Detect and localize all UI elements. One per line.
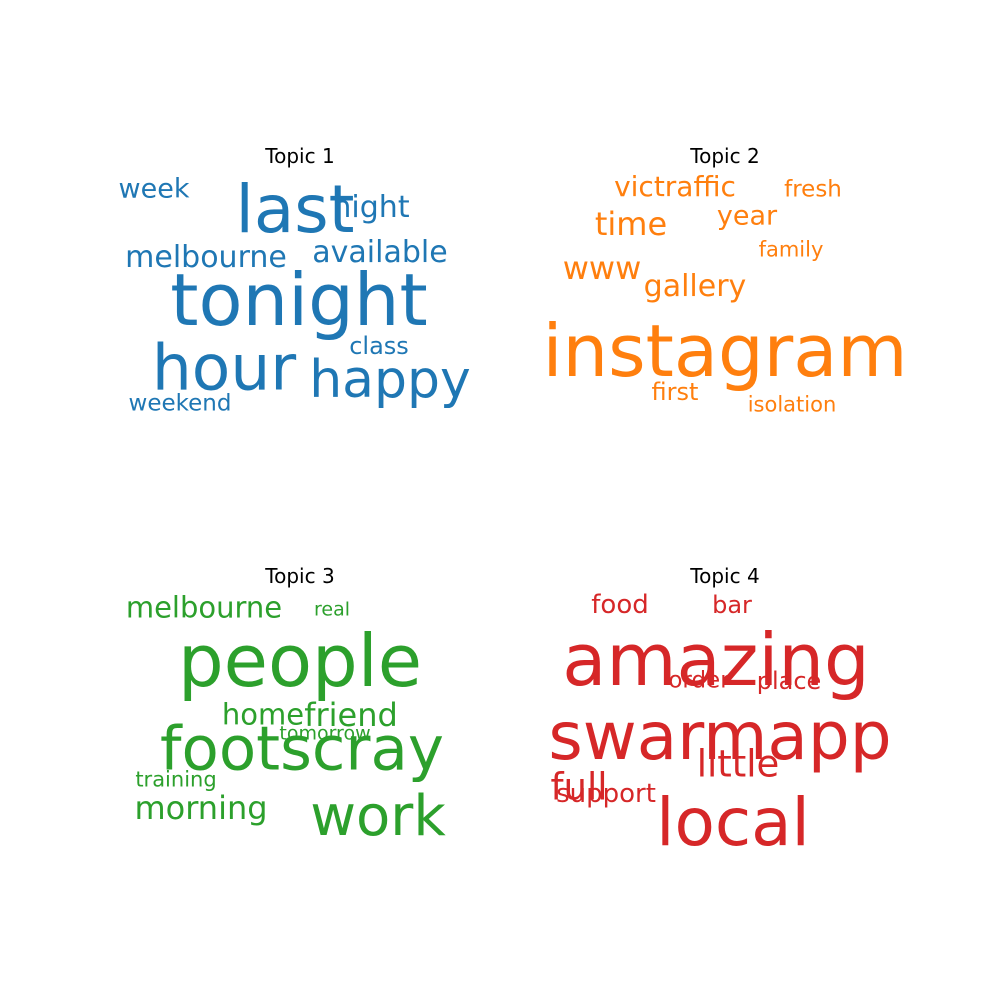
word-cloud: amazing swarmapp local little full support foo… [545, 560, 905, 856]
word-cloud: instagram time www gallery victraffic year fir… [542, 140, 908, 430]
word-friend: friend [304, 696, 398, 734]
word-food: food [591, 590, 649, 620]
word-little: little [696, 742, 780, 786]
word-available: available [312, 235, 448, 270]
word-cloud: tonight last hour happy night available melbou… [118, 140, 480, 430]
word-melbourne: melbourne [125, 590, 283, 625]
word-last: last [235, 171, 355, 248]
word-gallery: gallery [643, 269, 747, 304]
panel-title: Topic 1 [265, 144, 335, 168]
panel-title: Topic 2 [690, 144, 760, 168]
word-happy: happy [309, 350, 471, 410]
word-full: full [550, 765, 608, 809]
panel-title: Topic 4 [690, 564, 760, 588]
word-footscray: footscray [160, 713, 444, 785]
word-local: local [656, 784, 810, 861]
word-tomorrow: tomorrow [279, 722, 371, 745]
word-time: time [594, 205, 668, 243]
word-morning: morning [134, 789, 268, 827]
word-hour: hour [151, 331, 297, 405]
wordcloud-panel-topic-1: Topic 1 tonight last hour happy night availab… [118, 140, 480, 430]
panel-title: Topic 3 [265, 564, 335, 588]
word-home: home [221, 697, 305, 732]
word-family: family [758, 237, 824, 262]
wordcloud-panel-topic-4: Topic 4 amazing swarmapp local little full su… [545, 560, 905, 856]
word-weekend: weekend [128, 390, 232, 417]
word-people: people [177, 619, 423, 703]
word-week: week [118, 173, 190, 205]
word-place: place [756, 667, 822, 695]
word-amazing: amazing [562, 618, 870, 702]
word-tonight: tonight [170, 258, 428, 342]
word-year: year [716, 200, 778, 232]
word-melbourne: melbourne [125, 240, 287, 275]
word-training: training [135, 767, 217, 792]
word-victraffic: victraffic [614, 170, 736, 203]
word-swarmapp: swarmapp [548, 698, 892, 775]
word-first: first [651, 378, 699, 406]
word-real: real [313, 598, 351, 621]
wordcloud-panel-topic-2: Topic 2 instagram time www gallery victraffi… [542, 140, 908, 430]
word-class: class [349, 332, 409, 360]
word-night: night [332, 190, 410, 225]
word-support: support [556, 779, 656, 809]
word-fresh: fresh [784, 176, 842, 203]
word-isolation: isolation [747, 392, 837, 417]
word-www: www [562, 249, 642, 287]
word-work: work [310, 784, 446, 849]
word-order: order [668, 667, 730, 694]
word-bar: bar [712, 591, 752, 619]
word-instagram: instagram [542, 309, 908, 393]
word-cloud: people footscray work friend morning melbourn… [120, 560, 480, 850]
wordcloud-panel-topic-3: Topic 3 people footscray work friend morning… [120, 560, 480, 850]
